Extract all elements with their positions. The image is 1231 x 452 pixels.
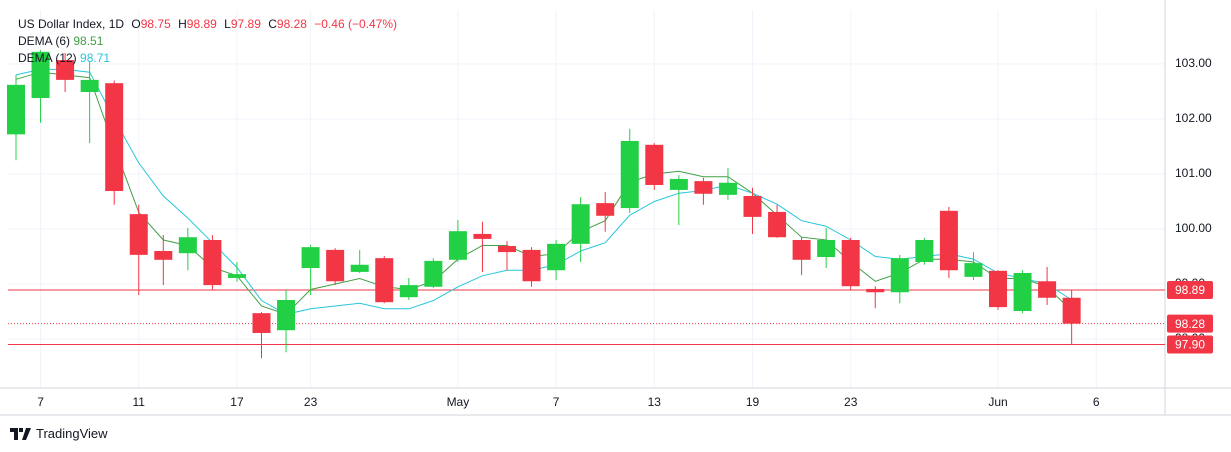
candle-body bbox=[80, 79, 99, 92]
indicator-line bbox=[15, 68, 1072, 315]
ohlc-row: US Dollar Index, 1D O98.75 H98.89 L97.89… bbox=[18, 16, 401, 33]
open-value: 98.75 bbox=[140, 17, 171, 31]
indicator-line bbox=[15, 71, 1073, 315]
candle-body bbox=[154, 250, 173, 260]
x-tick-label: 19 bbox=[746, 395, 760, 409]
candle-body bbox=[522, 249, 541, 282]
candle-body bbox=[1038, 281, 1057, 298]
x-tick-label: 6 bbox=[1093, 395, 1100, 409]
candle-body bbox=[7, 84, 25, 135]
candle-body bbox=[473, 233, 492, 239]
candle-body bbox=[939, 210, 958, 271]
y-tick-label: 103.00 bbox=[1175, 56, 1212, 70]
close-value: 98.28 bbox=[276, 17, 307, 31]
price-label: 97.90 bbox=[1175, 338, 1205, 352]
candle-body bbox=[596, 203, 615, 216]
x-tick-label: 7 bbox=[37, 395, 44, 409]
price-label: 98.28 bbox=[1175, 317, 1205, 331]
price-label: 98.89 bbox=[1175, 283, 1205, 297]
candle-body bbox=[105, 83, 124, 192]
candle-body bbox=[1062, 297, 1081, 324]
ohlc-letter: C bbox=[268, 17, 277, 31]
candle-body bbox=[203, 239, 222, 286]
footer: TradingView bbox=[10, 426, 108, 441]
candle-body bbox=[326, 249, 345, 282]
candle-body bbox=[375, 258, 394, 303]
candle-body bbox=[301, 247, 320, 269]
candle-body bbox=[964, 263, 983, 277]
candle-body bbox=[694, 181, 713, 194]
x-tick-label: 17 bbox=[230, 395, 244, 409]
candle-body bbox=[129, 214, 148, 255]
candle-body bbox=[498, 246, 516, 253]
candle-body bbox=[792, 239, 811, 260]
candle-body bbox=[718, 182, 737, 195]
ohlc-letter: H bbox=[178, 17, 187, 31]
change-value: −0.46 (−0.47%) bbox=[314, 17, 397, 31]
x-tick-label: 23 bbox=[844, 395, 858, 409]
low-value: 97.89 bbox=[230, 17, 261, 31]
x-tick-label: 11 bbox=[133, 395, 146, 409]
indicator-name: DEMA (6) bbox=[18, 34, 71, 48]
y-tick-label: 102.00 bbox=[1175, 111, 1212, 125]
symbol-title: US Dollar Index, 1D bbox=[18, 17, 125, 31]
ohlc-letter: L bbox=[224, 17, 231, 31]
price-label-box bbox=[1167, 314, 1213, 333]
candle-body bbox=[669, 178, 688, 190]
indicator-row: DEMA (6) 98.51 bbox=[18, 33, 401, 50]
candle-body bbox=[31, 51, 50, 99]
x-tick-label: 7 bbox=[553, 395, 560, 409]
x-tick-label: Jun bbox=[988, 395, 1007, 409]
price-label-box bbox=[1167, 281, 1213, 300]
candle-body bbox=[915, 239, 934, 262]
candle-body bbox=[841, 239, 860, 287]
candle-body bbox=[571, 204, 590, 244]
candle-body bbox=[178, 237, 197, 254]
indicator-value: 98.51 bbox=[73, 34, 104, 48]
candle-body bbox=[547, 243, 566, 271]
candle-body bbox=[866, 288, 885, 293]
price-label-box bbox=[1167, 335, 1213, 354]
indicator-row: DEMA (12) 98.71 bbox=[18, 50, 401, 67]
candle-body bbox=[227, 274, 246, 278]
x-tick-label: 13 bbox=[648, 395, 662, 409]
candle-body bbox=[252, 313, 271, 333]
y-tick-label: 101.00 bbox=[1175, 166, 1212, 180]
indicator-name: DEMA (12) bbox=[18, 51, 77, 65]
candle-body bbox=[350, 264, 369, 272]
candle-body bbox=[448, 231, 467, 260]
indicator-value: 98.71 bbox=[80, 51, 111, 65]
candle-body bbox=[743, 195, 762, 217]
y-tick-label: 100.00 bbox=[1175, 221, 1212, 235]
candle-body bbox=[56, 60, 75, 80]
candle-body bbox=[1013, 273, 1032, 311]
x-tick-label: May bbox=[447, 395, 470, 409]
candle-body bbox=[645, 144, 664, 185]
candle-body bbox=[890, 258, 909, 293]
candle-body bbox=[399, 285, 418, 298]
candle-body bbox=[989, 270, 1007, 308]
logo bbox=[10, 427, 31, 440]
x-tick-label: 23 bbox=[304, 395, 318, 409]
candle-body bbox=[620, 140, 639, 209]
candle-body bbox=[277, 299, 296, 331]
legend: US Dollar Index, 1D O98.75 H98.89 L97.89… bbox=[18, 16, 401, 67]
candle-body bbox=[768, 211, 787, 238]
candle-body bbox=[817, 239, 836, 258]
high-value: 98.89 bbox=[186, 17, 217, 31]
brand: TradingView bbox=[36, 426, 108, 441]
ohlc-letter: O bbox=[131, 17, 141, 31]
candle-body bbox=[424, 260, 443, 287]
